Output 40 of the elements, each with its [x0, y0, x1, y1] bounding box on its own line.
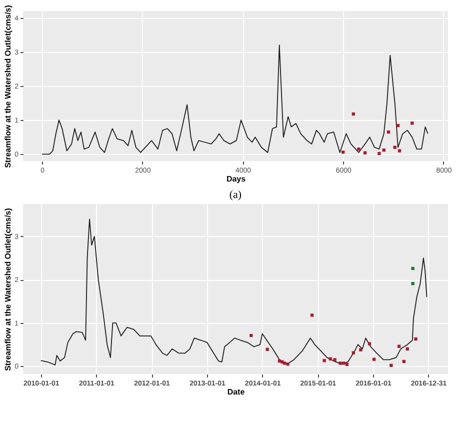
point: [382, 148, 386, 152]
x-axis-title: Days: [226, 174, 246, 184]
text: (a): [229, 189, 242, 201]
y-axis-title: Streamflow at the Watershed Outlet(cms/s): [4, 208, 13, 371]
x-axis-title: Date: [227, 388, 246, 396]
point: [372, 358, 376, 361]
point: [357, 147, 360, 151]
point: [410, 122, 414, 125]
point: [402, 360, 406, 364]
point: [310, 314, 314, 317]
point: [333, 358, 336, 362]
point: [398, 149, 402, 152]
point: [286, 362, 290, 366]
point: [328, 357, 332, 360]
point: [411, 266, 414, 270]
point: [342, 362, 346, 365]
point: [359, 348, 362, 352]
point: [352, 351, 355, 354]
point: [368, 342, 372, 346]
point: [345, 362, 348, 366]
point: [282, 362, 286, 365]
point: [266, 348, 269, 351]
point: [396, 124, 400, 128]
point: [378, 152, 381, 156]
y-axis-title: Streamflow at the Watershed Outlet(cms/s): [4, 4, 13, 168]
point: [352, 112, 355, 116]
point: [386, 130, 390, 134]
line-series: [42, 44, 428, 155]
point: [322, 359, 326, 362]
point: [397, 344, 401, 348]
point: [406, 347, 409, 350]
point: [390, 364, 393, 367]
point: [393, 146, 396, 149]
point: [338, 362, 342, 365]
point: [250, 334, 253, 338]
point: [342, 150, 345, 154]
point: [363, 151, 367, 154]
line-series: [40, 218, 428, 366]
point: [411, 282, 414, 286]
point: [414, 337, 418, 341]
